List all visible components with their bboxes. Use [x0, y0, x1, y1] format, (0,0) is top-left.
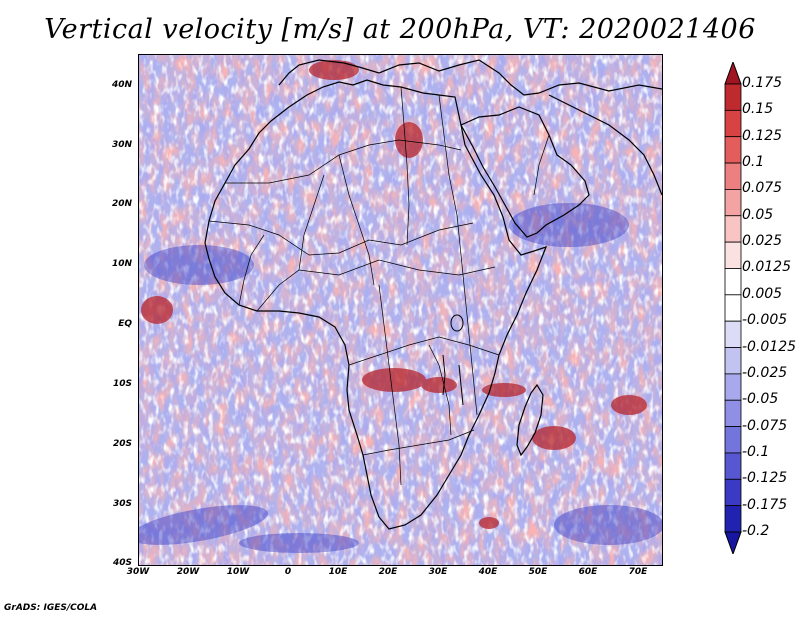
lon-label-10e: 10E — [328, 567, 348, 577]
lat-label-10s: 10S — [112, 379, 132, 389]
lon-label-30e: 30E — [428, 567, 448, 577]
colorbar-swatch — [724, 109, 742, 138]
colorbar-level-label: 0.15 — [742, 101, 774, 118]
lat-label-10n: 10N — [111, 259, 132, 269]
lon-label-10w: 10W — [226, 567, 250, 577]
coastlines — [204, 59, 662, 530]
lat-label-20n: 20N — [111, 199, 132, 209]
country-borders — [208, 86, 550, 486]
colorbar-level-label: -0.05 — [742, 391, 779, 408]
colorbar-swatch — [724, 294, 742, 322]
grads-credit: GrADS: IGES/COLA — [4, 603, 98, 613]
vertical-velocity-field — [139, 55, 662, 565]
colorbar-level-label: -0.1 — [742, 443, 770, 460]
map-title: Vertical velocity [m/s] at 200hPa, VT: 2… — [44, 14, 756, 45]
colorbar-swatch — [724, 399, 742, 427]
lon-label-0: 0 — [284, 567, 292, 577]
colorbar-bottom-triangle — [724, 531, 742, 554]
colorbar-level-label: 0.005 — [742, 285, 783, 302]
strong-downdraft-bands — [139, 203, 662, 553]
colorbar-swatch — [724, 426, 742, 454]
colorbar-swatch — [724, 189, 742, 217]
colorbar-swatch — [724, 505, 742, 533]
colorbar — [724, 62, 742, 554]
strong-updraft-cells — [141, 60, 647, 529]
colorbar-level-label: -0.075 — [742, 417, 788, 434]
lat-label-eq: EQ — [118, 319, 132, 329]
lon-label-50e: 50E — [528, 567, 548, 577]
lon-label-20e: 20E — [378, 567, 398, 577]
colorbar-level-label: -0.0125 — [742, 338, 797, 355]
colorbar-level-label: -0.2 — [742, 523, 770, 539]
colorbar-swatch — [724, 215, 742, 243]
colorbar-level-label: 0.025 — [742, 233, 783, 250]
colorbar-swatch — [724, 136, 742, 164]
lon-label-20w: 20W — [176, 567, 200, 577]
colorbar-swatch — [724, 452, 742, 480]
colorbar-level-label: 0.1 — [742, 154, 765, 171]
colorbar-level-label: 0.0125 — [742, 259, 791, 276]
lon-label-70e: 70E — [628, 567, 648, 577]
colorbar-level-label: -0.125 — [742, 470, 788, 487]
lat-label-30n: 30N — [111, 140, 132, 150]
colorbar-swatch — [724, 83, 742, 111]
lat-label-40n: 40N — [111, 80, 132, 90]
lat-label-30s: 30S — [112, 499, 132, 509]
great-lakes — [442, 314, 464, 406]
lat-label-20s: 20S — [112, 439, 132, 449]
lon-label-60e: 60E — [578, 567, 598, 577]
lon-label-30w: 30W — [126, 567, 150, 577]
colorbar-level-label: -0.175 — [742, 496, 788, 513]
colorbar-swatch — [724, 347, 742, 375]
colorbar-level-label: -0.025 — [742, 364, 788, 381]
colorbar-swatch — [724, 241, 742, 269]
lat-label-40s: 40S — [112, 558, 132, 568]
colorbar-swatch — [724, 268, 742, 296]
colorbar-top-triangle — [724, 62, 742, 85]
lon-label-40e: 40E — [478, 567, 498, 577]
colorbar-level-label: -0.005 — [742, 312, 788, 329]
colorbar-level-label: 0.075 — [742, 180, 783, 197]
colorbar-swatch — [724, 478, 742, 507]
colorbar-level-label: 0.05 — [742, 206, 774, 223]
colorbar-swatch — [724, 320, 742, 348]
colorbar-level-label: 0.125 — [742, 127, 783, 144]
colorbar-swatch — [724, 373, 742, 401]
colorbar-swatch — [724, 162, 742, 190]
map-panel — [138, 54, 663, 566]
colorbar-level-label: 0.175 — [742, 75, 783, 91]
